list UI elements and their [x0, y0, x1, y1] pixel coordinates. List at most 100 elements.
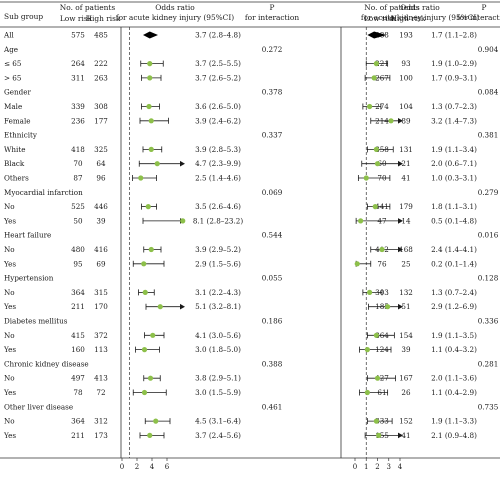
- high-risk-count: 39: [401, 345, 411, 354]
- odds-ratio-text: 3.7 (2.8–4.8): [195, 31, 241, 40]
- low-risk-count: 525: [71, 202, 85, 211]
- point-estimate: [364, 347, 370, 353]
- high-risk-count: 372: [94, 331, 108, 340]
- high-risk-count: 179: [399, 202, 413, 211]
- low-risk-count: 274: [375, 102, 389, 111]
- point-estimate: [363, 175, 369, 181]
- p-interaction-value: 0.388: [262, 359, 283, 368]
- p-interaction-value: 0.281: [478, 359, 499, 368]
- low-risk-count: 87: [73, 174, 83, 183]
- odds-ratio-text: 2.1 (0.9–4.8): [431, 431, 477, 440]
- low-risk-count: 311: [71, 73, 85, 82]
- high-risk-count: 263: [94, 73, 108, 82]
- row-label: No: [4, 245, 15, 254]
- header-or-line1-1: Odds ratio: [155, 3, 195, 12]
- point-estimate: [153, 418, 159, 424]
- header-patients-1: No. of patients: [60, 3, 116, 12]
- point-estimate: [138, 175, 144, 181]
- header-p-line1-1: P: [270, 3, 275, 12]
- point-estimate: [180, 218, 186, 224]
- p-interaction-value: 0.055: [262, 274, 283, 283]
- p-interaction-value: 0.016: [478, 231, 499, 240]
- p-interaction-value: 0.461: [262, 402, 283, 411]
- x-tick-label: 2: [375, 463, 379, 471]
- x-tick-label: 1: [364, 463, 368, 471]
- high-risk-count: 413: [94, 374, 108, 383]
- row-label: No: [4, 331, 15, 340]
- high-risk-count: 152: [399, 417, 413, 426]
- point-estimate: [142, 289, 148, 295]
- high-risk-count: 25: [401, 259, 411, 268]
- point-estimate: [145, 204, 151, 210]
- odds-ratio-text: 3.9 (2.9–5.2): [195, 245, 241, 254]
- odds-ratio-text: 1.9 (1.1–3.3): [431, 417, 477, 426]
- point-estimate: [373, 61, 379, 67]
- point-estimate: [373, 332, 379, 338]
- odds-ratio-text: 1.9 (1.1–3.5): [431, 331, 477, 340]
- point-estimate: [367, 289, 373, 295]
- point-estimate: [147, 75, 153, 81]
- group-label: Diabetes mellitus: [4, 317, 68, 326]
- high-risk-count: 222: [94, 59, 108, 68]
- header-patients-2: No. of patients: [364, 3, 420, 12]
- high-risk-count: 312: [94, 417, 108, 426]
- high-risk-count: 416: [94, 245, 108, 254]
- overall-diamond: [367, 31, 387, 39]
- point-estimate: [374, 161, 381, 167]
- p-interaction-value: 0.735: [478, 402, 499, 411]
- high-risk-count: 14: [401, 216, 411, 225]
- header-p-line2-1: for interaction: [245, 13, 299, 22]
- header-high-risk-1: High risk: [86, 14, 121, 23]
- low-risk-count: 415: [71, 331, 85, 340]
- odds-ratio-text: 5.1 (3.2–8.1): [195, 302, 241, 311]
- low-risk-count: 497: [71, 374, 85, 383]
- header-or-line2-2: for acute kidney injury (95%CI): [361, 13, 479, 22]
- row-label: No: [4, 374, 15, 383]
- odds-ratio-text: 3.9 (2.8–5.3): [195, 145, 241, 154]
- x-tick-label: 3: [387, 463, 391, 471]
- high-risk-count: 131: [399, 145, 413, 154]
- point-estimate: [385, 304, 391, 310]
- ci-arrow: [398, 160, 403, 167]
- row-label: Yes: [3, 388, 16, 397]
- x-tick-label: 0: [353, 463, 357, 471]
- row-label: ≤ 65: [4, 59, 22, 68]
- odds-ratio-text: 4.5 (3.1–6.4): [195, 417, 241, 426]
- header-low-risk-2: Low risk: [364, 14, 397, 23]
- odds-ratio-text: 2.5 (1.4–4.6): [195, 174, 241, 183]
- odds-ratio-text: 1.3 (0.7–2.3): [431, 102, 477, 111]
- point-estimate: [388, 118, 394, 124]
- point-estimate: [148, 246, 154, 253]
- high-risk-count: 100: [399, 73, 413, 82]
- point-estimate: [141, 347, 148, 353]
- high-risk-count: 39: [96, 216, 106, 225]
- group-label: Age: [3, 45, 18, 54]
- point-estimate: [147, 61, 153, 67]
- high-risk-count: 154: [399, 331, 413, 340]
- ci-arrow: [398, 118, 403, 124]
- high-risk-count: 446: [94, 202, 108, 211]
- odds-ratio-text: 3.0 (1.5–5.9): [195, 388, 241, 397]
- row-label: Yes: [3, 302, 16, 311]
- row-label: Yes: [3, 216, 16, 225]
- point-estimate: [150, 332, 156, 338]
- p-interaction-value: 0.336: [478, 317, 499, 326]
- row-label: Male: [4, 102, 22, 111]
- odds-ratio-text: 1.9 (1.0–2.9): [431, 59, 477, 68]
- low-risk-count: 236: [71, 116, 85, 125]
- p-interaction-value: 0.904: [478, 45, 499, 54]
- group-label: Heart failure: [4, 231, 51, 240]
- point-estimate: [141, 261, 147, 267]
- high-risk-count: 325: [94, 145, 108, 154]
- high-risk-count: 308: [94, 102, 108, 111]
- point-estimate: [371, 75, 377, 81]
- odds-ratio-text: 2.0 (1.1–3.6): [431, 374, 477, 383]
- high-risk-count: 51: [401, 302, 410, 311]
- low-risk-count: 364: [71, 288, 85, 297]
- group-label: Chronic kidney disease: [4, 359, 89, 368]
- header-or-line1-2: Odds ratio: [400, 3, 440, 12]
- odds-ratio-text: 8.1 (2.8–23.2): [193, 216, 244, 225]
- high-risk-count: 21: [401, 159, 410, 168]
- p-interaction-value: 0.378: [262, 88, 283, 97]
- header-p-line2-2: for interaction: [457, 13, 500, 22]
